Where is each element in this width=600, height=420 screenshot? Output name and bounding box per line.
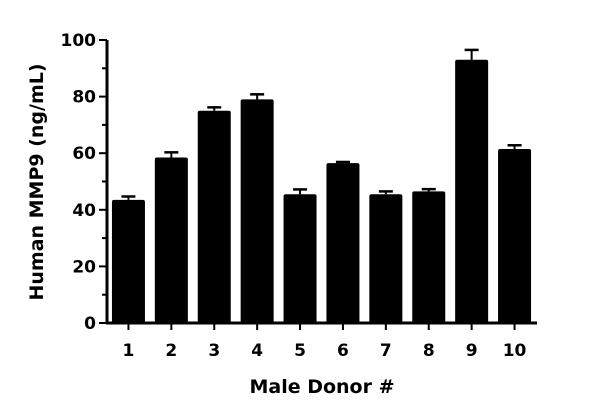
bar-donor-2	[154, 157, 188, 323]
error-bars-group	[121, 48, 522, 200]
y-axis-title: Human MMP9 (ng/mL)	[26, 63, 48, 300]
x-ticks-group: 1 2 3 4 5 6 7 8 9 10	[123, 323, 527, 361]
x-tick-label: 3	[208, 341, 220, 361]
y-ticks-group: 0 20 40 60 80 100	[61, 31, 107, 334]
bar-donor-10	[498, 148, 532, 323]
error-bar-donor-7	[378, 190, 393, 195]
error-bar-donor-6	[335, 160, 350, 164]
error-bar-donor-1	[121, 195, 136, 200]
bar-donor-7	[369, 194, 403, 323]
y-tick-label: 40	[72, 201, 96, 221]
bar-donor-9	[455, 59, 489, 324]
x-tick-label: 2	[165, 341, 177, 361]
error-bar-donor-9	[464, 48, 479, 60]
error-bar-donor-10	[507, 144, 522, 149]
bar-donor-4	[240, 99, 274, 324]
y-tick-label: 100	[61, 31, 97, 51]
x-tick-label: 8	[423, 341, 435, 361]
y-tick-label: 80	[72, 88, 96, 108]
bar-donor-6	[326, 163, 360, 323]
error-bar-donor-4	[250, 93, 265, 100]
error-bar-donor-5	[293, 188, 308, 195]
y-tick-label: 0	[84, 314, 96, 334]
error-bar-donor-8	[421, 187, 436, 192]
x-tick-label: 7	[380, 341, 392, 361]
x-tick-label: 1	[123, 341, 135, 361]
bar-donor-1	[111, 199, 145, 323]
x-axis-title: Male Donor #	[249, 376, 394, 398]
error-bar-donor-3	[207, 106, 222, 111]
error-bar-donor-2	[164, 151, 179, 158]
bars-group	[111, 59, 532, 324]
bar-donor-3	[197, 110, 231, 323]
x-tick-label: 4	[251, 341, 263, 361]
x-tick-label: 5	[294, 341, 306, 361]
x-tick-label: 10	[503, 341, 527, 361]
bar-donor-5	[283, 194, 317, 323]
y-tick-label: 20	[72, 257, 96, 277]
bar-donor-8	[412, 191, 446, 323]
x-tick-label: 9	[466, 341, 478, 361]
x-tick-label: 6	[337, 341, 349, 361]
y-tick-label: 60	[72, 144, 96, 164]
